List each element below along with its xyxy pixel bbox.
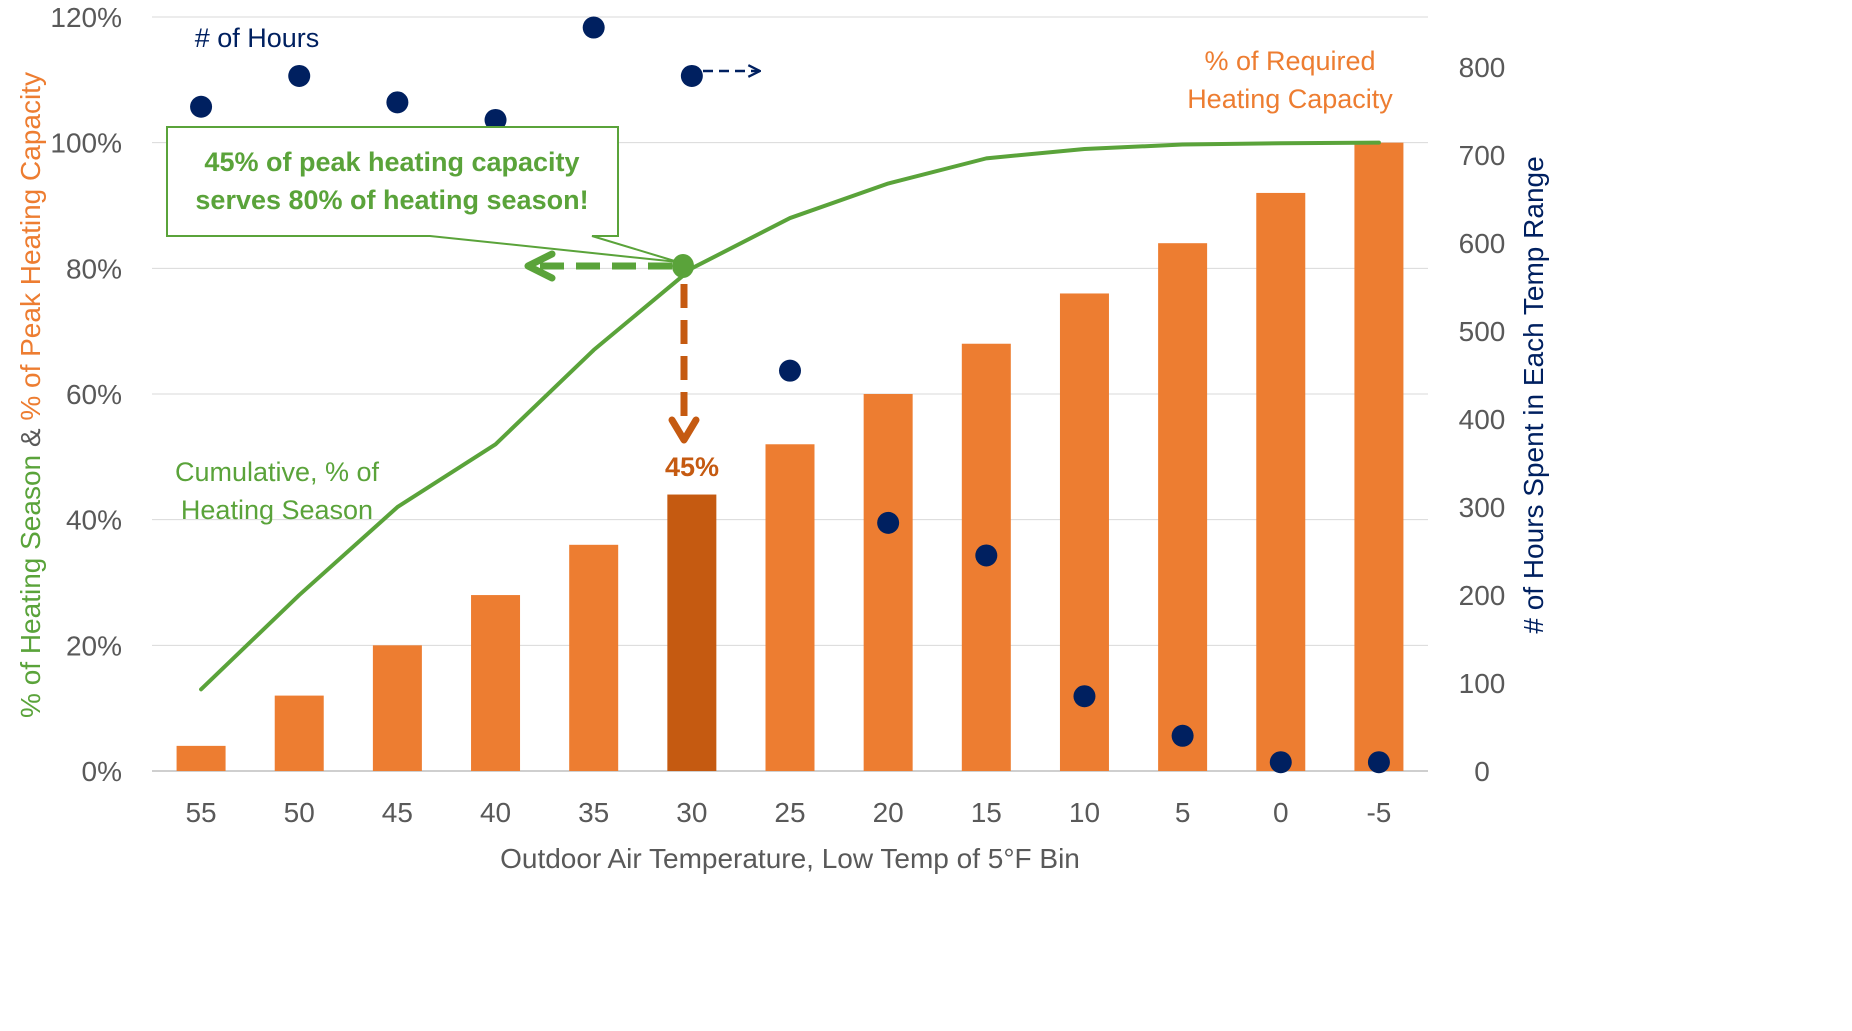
y-right-tick-label: 700 [1459,140,1506,171]
hours-point [779,359,801,382]
hours-point [1269,751,1292,774]
bar [1158,243,1208,771]
bar [667,494,717,771]
x-tick-label: 40 [480,797,511,828]
bar [176,745,226,771]
y-left-tick-label: 100% [50,128,122,159]
y-right-tick-label: 300 [1459,492,1506,523]
y-left-tick-label: 40% [66,505,122,536]
highlight-annotations: 45% [524,71,760,482]
callout-box [166,126,679,263]
line-series [199,140,1381,692]
bar [274,695,324,771]
hours-point [484,108,507,131]
x-tick-label: 55 [185,797,216,828]
y-left-tick-label: 60% [66,379,122,410]
hours-point [288,64,311,87]
hours-point [680,64,703,87]
tick-labels: 0%20%40%60%80%100%120%010020030040050060… [50,2,1505,828]
y-axis-left-title-amp: & [15,421,46,455]
y-axis-right-title: # of Hours Spent in Each Temp Range [1518,156,1549,633]
hours-point [386,91,409,114]
y-axis-left-title-part2: % of Peak Heating Capacity [15,72,46,421]
y-right-tick-label: 500 [1459,316,1506,347]
hours-point [975,544,998,567]
label-cumulative-line1: Cumulative, % of [175,457,380,487]
x-tick-label: 50 [284,797,315,828]
y-right-tick-label: 0 [1474,756,1490,787]
bar [1256,192,1306,771]
y-right-tick-label: 400 [1459,404,1506,435]
label-capacity-line1: % of Required [1204,46,1375,76]
bar [569,544,619,771]
hours-point [1367,751,1390,774]
highlight-label: 45% [665,452,719,482]
x-tick-label: 45 [382,797,413,828]
scatter-series [190,16,1390,774]
bar [863,394,913,771]
label-cumulative-line2: Heating Season [181,495,373,525]
bar-series [176,142,1404,771]
bar [471,595,521,771]
hours-point [582,16,605,39]
y-right-tick-label: 200 [1459,580,1506,611]
x-tick-label: 20 [873,797,904,828]
x-tick-label: 25 [774,797,805,828]
y-right-tick-label: 600 [1459,228,1506,259]
callout-text-line1: 45% of peak heating capacity [204,147,579,177]
label-capacity-line2: Heating Capacity [1187,84,1393,114]
y-axis-left-title: % of Heating Season & % of Peak Heating … [15,72,46,718]
y-right-tick-label: 100 [1459,668,1506,699]
x-tick-label: 15 [971,797,1002,828]
y-axis-left-title-part1: % of Heating Season [15,455,46,718]
green-arrow-head [524,250,556,282]
bar [1354,142,1404,771]
hours-point [1073,685,1096,708]
y-left-tick-label: 20% [66,630,122,661]
y-left-tick-label: 80% [66,253,122,284]
x-tick-label: 30 [676,797,707,828]
label-hours: # of Hours [195,23,320,53]
x-tick-label: 35 [578,797,609,828]
y-right-tick-label: 800 [1459,52,1506,83]
callout: 45% of peak heating capacity serves 80% … [166,126,679,263]
cumulative-line [199,140,1381,692]
hours-point [1171,724,1194,747]
x-tick-label: 10 [1069,797,1100,828]
highlight-point [672,254,694,278]
orange-arrow-head [668,416,700,444]
bar [372,645,422,771]
hours-point [877,511,900,534]
hours-point [190,95,213,118]
x-axis-title: Outdoor Air Temperature, Low Temp of 5°F… [500,843,1080,874]
x-tick-label: -5 [1366,797,1391,828]
x-tick-label: 5 [1175,797,1191,828]
y-left-tick-label: 120% [50,2,122,33]
bar [765,444,815,771]
x-tick-label: 0 [1273,797,1289,828]
callout-text-line2: serves 80% of heating season! [195,185,588,215]
y-left-tick-label: 0% [82,756,122,787]
